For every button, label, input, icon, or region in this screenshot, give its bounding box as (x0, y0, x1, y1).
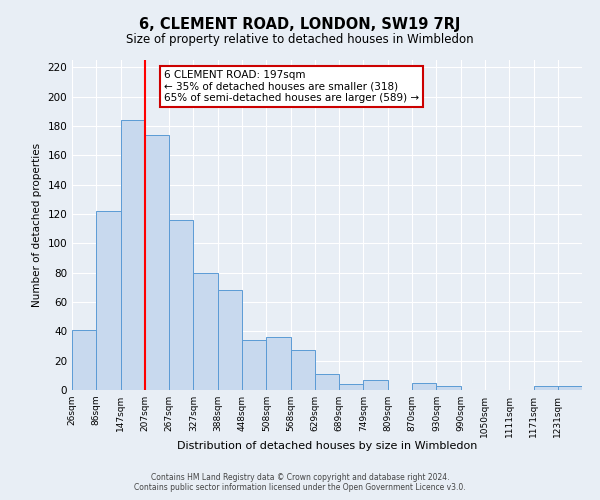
Bar (315, 374, 339, 390)
Bar (412, 382, 436, 390)
Bar (145, 135, 169, 390)
Bar (266, 337, 290, 390)
Bar (96, 211, 121, 390)
Text: Size of property relative to detached houses in Wimbledon: Size of property relative to detached ho… (126, 32, 474, 46)
Bar (72, 330, 96, 390)
Bar (218, 290, 242, 390)
Bar (364, 380, 388, 390)
Bar (436, 386, 461, 390)
Bar (339, 384, 364, 390)
Bar (242, 340, 266, 390)
Text: 6, CLEMENT ROAD, LONDON, SW19 7RJ: 6, CLEMENT ROAD, LONDON, SW19 7RJ (139, 18, 461, 32)
Bar (290, 350, 315, 390)
Y-axis label: Number of detached properties: Number of detached properties (32, 143, 42, 307)
Bar (193, 272, 218, 390)
Bar (121, 120, 145, 390)
Bar (533, 386, 558, 390)
Bar (169, 220, 193, 390)
X-axis label: Distribution of detached houses by size in Wimbledon: Distribution of detached houses by size … (177, 441, 477, 451)
Text: 6 CLEMENT ROAD: 197sqm
← 35% of detached houses are smaller (318)
65% of semi-de: 6 CLEMENT ROAD: 197sqm ← 35% of detached… (164, 70, 419, 103)
Text: Contains HM Land Registry data © Crown copyright and database right 2024.
Contai: Contains HM Land Registry data © Crown c… (134, 473, 466, 492)
Bar (558, 386, 582, 390)
